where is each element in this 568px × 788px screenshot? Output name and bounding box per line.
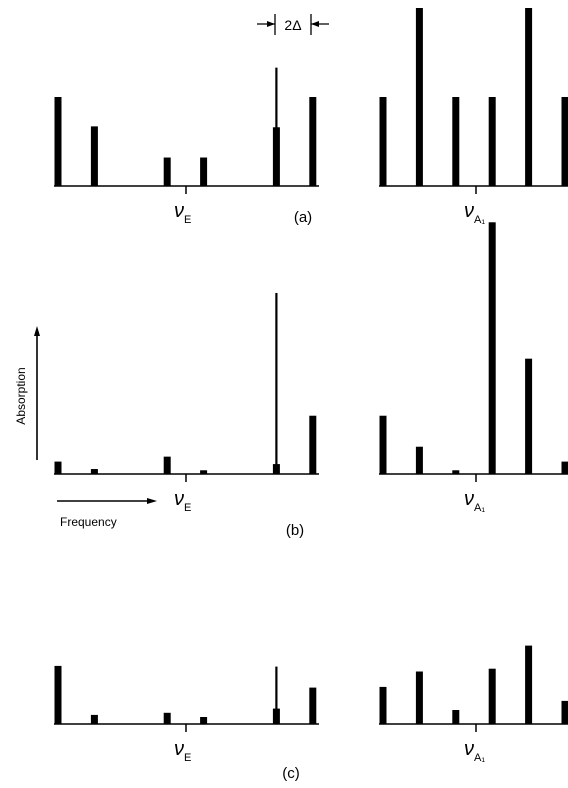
a1-band-bar-5 <box>525 8 533 186</box>
a1-band-bar-6 <box>561 700 568 724</box>
panel-b: νE νA₁ (b) <box>54 222 568 539</box>
e-band-line-1 <box>275 292 278 474</box>
e-band-center-label: νE <box>174 488 191 514</box>
a1-band-bar-2 <box>415 446 423 474</box>
a1-band-bar-3 <box>452 470 460 474</box>
e-band-bar-1 <box>54 97 62 186</box>
a1-band-bar-2 <box>415 671 423 724</box>
e-band-center-label: νE <box>174 200 191 226</box>
panel-c: νE νA₁ (c) <box>54 645 568 782</box>
e-band-bar-4 <box>200 470 208 474</box>
panel-label: (a) <box>294 209 312 226</box>
e-band-bar-2 <box>90 469 98 474</box>
e-band-center-label: νE <box>174 738 191 764</box>
a1-band-bar-4 <box>488 222 496 474</box>
a1-band-bar-3 <box>452 710 460 724</box>
e-band-bar-6 <box>309 97 317 186</box>
spectrum-panels: νE νA₁ (a) νE νA₁ (b) νE νA₁ (c) <box>54 8 568 782</box>
a1-band-bar-5 <box>525 358 533 474</box>
a1-band-bar-4 <box>488 668 496 724</box>
a1-band-bar-1 <box>379 686 387 724</box>
absorption-axis-indicator <box>34 326 40 460</box>
panel-label: (c) <box>282 765 300 782</box>
e-band-line-1 <box>275 67 278 186</box>
absorption-axis-label: Absorption <box>14 367 28 424</box>
e-band-bar-3 <box>163 157 171 186</box>
spacing-annotation <box>257 14 329 35</box>
e-band-bar-1 <box>54 461 62 474</box>
a1-band-bar-1 <box>379 97 387 186</box>
e-band-bar-2 <box>90 714 98 724</box>
a1-band-center-label: νA₁ <box>464 738 485 764</box>
e-band-bar-4 <box>200 157 208 186</box>
e-band-bar-4 <box>200 717 208 724</box>
a1-band-center-label: νA₁ <box>464 488 485 514</box>
e-band-line-1 <box>275 666 278 724</box>
a1-band-bar-4 <box>488 97 496 186</box>
e-band-bar-1 <box>54 665 62 724</box>
panel-a: νE νA₁ (a) <box>54 8 568 226</box>
e-band-bar-6 <box>309 415 317 474</box>
e-band-bar-3 <box>163 456 171 474</box>
e-band-bar-6 <box>309 687 317 724</box>
e-band-bar-2 <box>90 126 98 186</box>
a1-band-bar-6 <box>561 97 568 186</box>
a1-band-bar-2 <box>415 8 423 186</box>
frequency-axis-indicator <box>57 498 157 504</box>
a1-band-bar-6 <box>561 461 568 474</box>
e-band-bar-3 <box>163 712 171 724</box>
frequency-axis-label: Frequency <box>60 515 117 529</box>
a1-band-bar-1 <box>379 415 387 474</box>
panel-label: (b) <box>286 522 304 539</box>
a1-band-center-label: νA₁ <box>464 200 485 226</box>
a1-band-bar-3 <box>452 97 460 186</box>
a1-band-bar-5 <box>525 645 533 724</box>
spacing-annotation-label: 2Δ <box>284 17 301 33</box>
